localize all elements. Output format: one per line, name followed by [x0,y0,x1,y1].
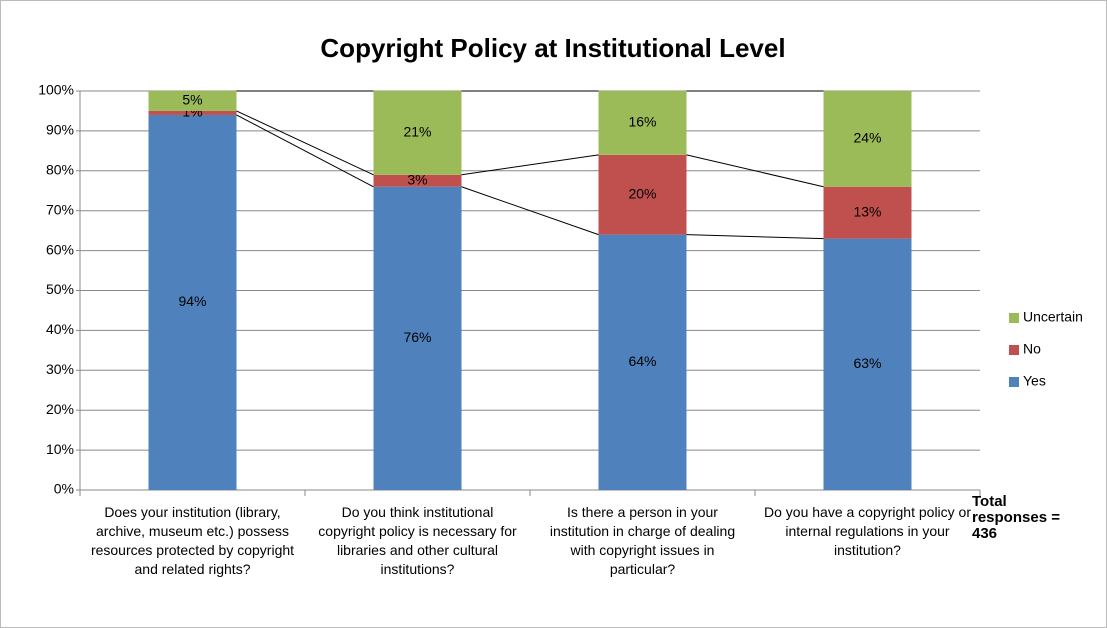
y-tick-label: 80% [46,162,74,178]
bar-segment [598,91,687,155]
data-label: 13% [853,203,881,219]
x-tick-label: Do you have a copyright policy or intern… [764,504,971,558]
bar-segment [148,91,237,111]
y-tick-label: 100% [38,82,74,98]
data-label: 5% [182,92,202,108]
y-tick-label: 50% [46,281,74,297]
y-tick-label: 20% [46,401,74,417]
y-tick-label: 10% [46,441,74,457]
chart-title: Copyright Policy at Institutional Level [320,33,785,63]
legend-swatch [1009,313,1019,323]
y-tick-label: 40% [46,321,74,337]
y-tick-label: 70% [46,201,74,217]
y-tick-label: 0% [54,481,74,497]
bar-segment [823,186,912,239]
data-label: 64% [628,353,656,369]
bar-segment [148,114,237,490]
y-tick-label: 90% [46,122,74,138]
series-line [461,186,599,236]
x-tick-label: Does your institution (library, archive,… [90,504,295,577]
x-tick-label: Do you think institutional copyright pol… [318,504,517,577]
bar-segment [823,91,912,187]
data-label: 76% [403,329,431,345]
annotation: Total responses = 436 [972,493,1060,542]
legend-label: No [1023,341,1041,357]
series-line [236,114,374,188]
data-label: 3% [407,171,427,187]
bar-segment [373,174,462,187]
data-label: 94% [178,293,206,309]
series-line [461,154,599,176]
data-label: 63% [853,355,881,371]
data-label: 24% [853,130,881,146]
data-label: 16% [628,114,656,130]
legend-swatch [1009,345,1019,355]
series-line [236,110,374,176]
x-tick-label: Is there a person in your institution in… [549,504,736,577]
y-tick-label: 60% [46,241,74,257]
bar-segment [598,154,687,235]
data-label: 20% [628,185,656,201]
bar-segment [823,238,912,490]
series-line [686,234,824,240]
bar-segment [148,110,237,115]
legend-swatch [1009,377,1019,387]
legend-label: Yes [1023,373,1046,389]
bar-segment [598,234,687,490]
bar-segment [373,186,462,490]
series-line [686,154,824,188]
legend-label: Uncertain [1023,309,1083,325]
bar-segment [373,91,462,175]
data-label: 21% [403,124,431,140]
y-tick-label: 30% [46,361,74,377]
